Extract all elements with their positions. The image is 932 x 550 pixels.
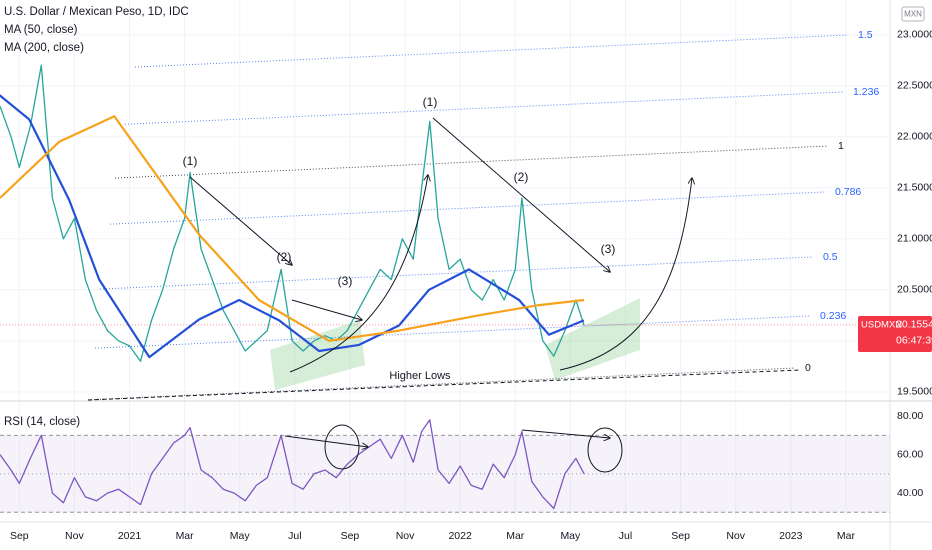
fib-label: 1 (838, 140, 844, 152)
fib-lines: 1.5 1.236 1 0.786 0.5 0.236 0 (87, 29, 879, 401)
x-tick-label: Mar (506, 530, 525, 542)
legend-ma200: MA (200, close) (4, 42, 84, 54)
arrow (521, 429, 610, 438)
grid (0, 0, 890, 522)
fib-label: 0.236 (820, 310, 846, 322)
countdown: 06:47:39 (896, 335, 932, 347)
y-tick-label: 80.00 (897, 410, 923, 422)
y-tick-label: 21.00000 (897, 233, 932, 245)
arrow (432, 117, 610, 272)
annotation: (1) (183, 154, 198, 168)
annotation: Higher Lows (389, 370, 451, 382)
x-tick-label: Nov (65, 530, 84, 542)
channel-shade (545, 298, 640, 380)
x-tick-label: Jul (288, 530, 301, 542)
arrow (284, 435, 368, 447)
arrow (289, 175, 428, 373)
legend-ma50: MA (50, close) (4, 24, 78, 36)
fib-label: 1.236 (853, 86, 879, 98)
circle (587, 427, 623, 473)
fib-label: 1.5 (858, 29, 873, 41)
x-tick-label: May (560, 530, 581, 542)
series-line (0, 419, 585, 510)
currency-box[interactable] (901, 6, 925, 22)
arrow (559, 178, 692, 371)
y-tick-label: 23.00000 (897, 28, 932, 40)
fib-line (99, 256, 814, 290)
annotation: (3) (601, 242, 616, 256)
annotation: (3) (338, 274, 353, 288)
y-tick-label: 19.50000 (897, 386, 932, 398)
fib-line (134, 34, 849, 68)
fib-line (114, 145, 829, 179)
x-tick-label: 2023 (779, 530, 803, 542)
x-tick-label: Mar (837, 530, 856, 542)
fib-line (109, 191, 826, 225)
series-line (0, 94, 585, 359)
y-tick-label: 22.00000 (897, 131, 932, 143)
rsi-title: RSI (14, close) (4, 416, 80, 428)
x-tick-label: Jul (619, 530, 632, 542)
currency: MXN (904, 10, 922, 19)
x-tick-label: 2021 (118, 530, 142, 542)
x-tick-label: Sep (671, 530, 690, 542)
price-tag (858, 315, 932, 352)
symbol-title: U.S. Dollar / Mexican Peso, 1D, IDC (4, 6, 189, 18)
x-tick-label: Sep (341, 530, 360, 542)
x-tick-label: May (230, 530, 251, 542)
y-tick-label: 20.50000 (897, 284, 932, 296)
x-tick-label: Nov (726, 530, 745, 542)
y-tick-label: 22.50000 (897, 79, 932, 91)
y-tick-label: 60.00 (897, 448, 923, 460)
x-tick-label: Nov (396, 530, 415, 542)
arrow (189, 176, 292, 265)
annotation: (2) (514, 170, 529, 184)
y-tick-label: 40.00 (897, 487, 923, 499)
fib-label: 0.786 (835, 186, 861, 198)
symbol-tag: USDMXN (861, 319, 902, 330)
fib-line (87, 367, 796, 401)
plot (0, 64, 585, 510)
annotation: (2) (277, 250, 292, 264)
x-tick-label: Sep (10, 530, 29, 542)
series-line (0, 115, 585, 342)
circle (324, 424, 360, 470)
y-tick-label: 21.50000 (897, 182, 932, 194)
fib-label: 0.5 (823, 251, 838, 263)
x-tick-label: Mar (176, 530, 195, 542)
x-tick-label: 2022 (448, 530, 472, 542)
fib-line (94, 315, 811, 349)
fib-label: 0 (805, 362, 811, 374)
arrow (291, 299, 362, 320)
annotation: (1) (423, 95, 438, 109)
